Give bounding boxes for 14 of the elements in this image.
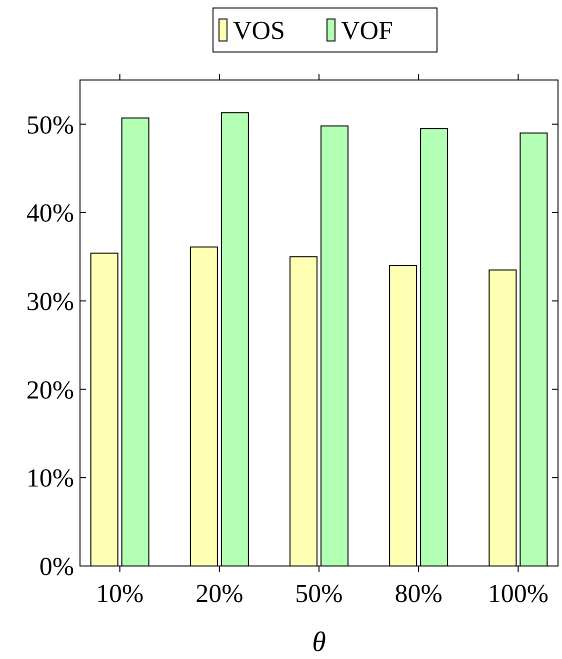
x-tick-label: 10% <box>96 579 144 608</box>
x-tick-label: 100% <box>488 579 549 608</box>
legend-label: VOS <box>233 16 286 46</box>
y-tick-label: 40% <box>26 198 74 228</box>
y-tick-label: 30% <box>26 287 74 316</box>
y-tick-label: 10% <box>26 464 74 493</box>
y-tick-label: 0% <box>39 552 74 582</box>
x-tick-label: 20% <box>196 579 244 608</box>
y-tick-label: 50% <box>26 110 74 140</box>
legend-label: VOF <box>341 16 394 46</box>
x-tick-label: 50% <box>295 579 343 608</box>
y-tick-label: 20% <box>26 375 74 404</box>
x-tick-label: 80% <box>394 579 442 608</box>
x-axis-title: θ <box>312 627 326 658</box>
